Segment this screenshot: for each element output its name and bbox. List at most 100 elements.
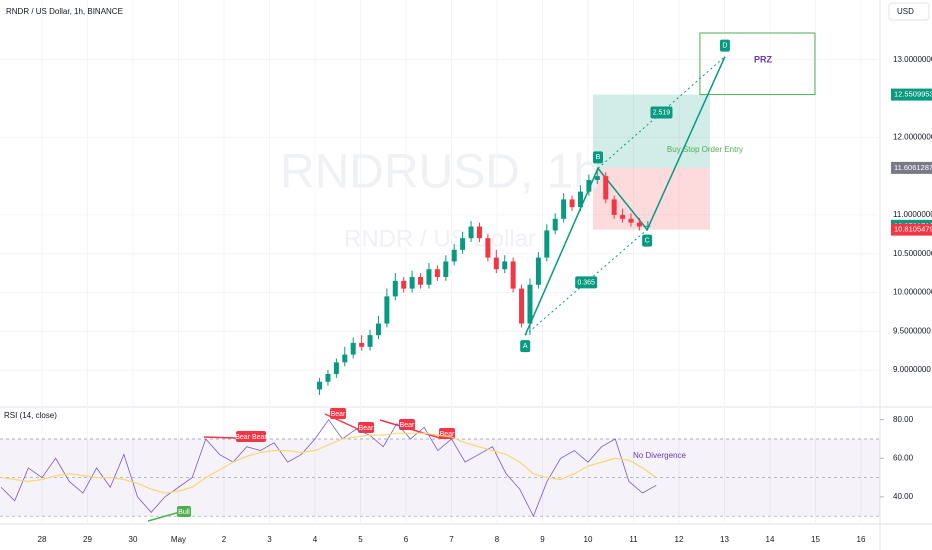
prz-zone [699,32,816,96]
x-tick-label: 8 [495,535,500,544]
candle-body [510,261,516,289]
y-tick-label: 9.0000000 [893,365,931,374]
prz-label: PRZ [754,54,773,64]
foreground-layer: PRZ Buy Stop Order Entry 2.519 0.365 A B C D 12.… [147,39,932,522]
ratio-line [597,56,726,169]
x-tick-label: 14 [766,535,775,544]
watermark: RNDRUSD, 1h [280,146,600,199]
x-tick-label: 10 [584,535,593,544]
y-tick-label: 10.5000000 [893,249,932,258]
x-tick-label: 6 [404,535,409,544]
signal-tag [358,422,374,433]
candle-body [519,288,525,324]
signal-label: Bull [178,509,190,516]
x-tick-label: 30 [129,535,138,544]
point-box [592,151,603,164]
candle-body [535,257,541,285]
candle-body [443,261,449,277]
x-tick-label: 9 [540,535,545,544]
candle-body [342,354,348,363]
signal-label: Bear [359,425,374,432]
candle-body [375,323,381,336]
x-tick-label: 2 [222,535,227,544]
candle-body [552,218,558,231]
signal-tag [177,506,191,517]
candle-body [460,238,466,250]
candle-body [620,214,626,219]
candle-body [476,226,482,239]
rsi-line [0,432,657,494]
chart-title: RNDR / US Dollar, 1h, BINANCE [6,7,123,16]
candle-body [594,176,600,180]
y-tick-label: 9.5000000 [893,326,931,335]
signal-label: Bear [440,431,455,438]
x-tick-label: 15 [811,535,820,544]
signal-tag [236,431,266,442]
price-label: 10.8105479 [894,225,932,234]
divergence-line [147,511,181,522]
y-tick-label: 10.0000000 [893,288,932,297]
ratio-box [650,106,673,119]
x-tick-label: 4 [313,535,318,544]
point-label: A [523,343,528,350]
candle-body [434,269,440,277]
y-tick-label: 12.0000000 [893,132,932,141]
signal-label: Bear Bear [235,434,267,441]
candle-body [544,230,550,258]
ratio-label: 2.519 [653,109,671,116]
price-label-box [891,161,932,174]
candle-body [485,238,491,258]
price-label: 11.6061287 [894,163,932,172]
point-box [520,340,531,353]
y-tick-label: 13.0000000 [893,55,932,64]
y-tick-label: 60.00 [893,453,914,462]
candle-body [350,342,356,355]
y-tick-label: 80.00 [893,415,914,424]
point-box [642,234,653,247]
candle-body [367,335,373,347]
signal-tag [330,408,346,419]
watermark-sub: RNDR / US Dollar [344,225,536,252]
ratio-box [575,276,598,289]
candle-body [611,199,617,215]
price-label: 12.5509953 [894,90,932,99]
x-tick-label: 12 [675,535,684,544]
x-tick-label: 16 [857,535,866,544]
candle-body [333,362,339,374]
x-tick-label: 28 [38,535,47,544]
entry-label: Buy Stop Order Entry [667,145,743,154]
signal-label: Bear [331,411,346,418]
signal-label: Bear [400,422,415,429]
price-label-box [891,88,932,101]
candle-body [561,199,567,219]
x-tick-label: 13 [720,535,729,544]
candle-body [569,199,575,208]
currency-box[interactable] [888,2,930,21]
candle-body [359,342,365,347]
currency: USD [897,7,914,16]
candle-body [392,280,398,297]
candle-body [384,296,390,324]
candle-body [468,226,474,239]
candle-body [628,218,634,223]
rsi-line [0,418,657,518]
candle-body [418,276,424,285]
candle-body [409,276,415,289]
candle-body [401,280,407,289]
y-tick-label: 11.0000000 [893,210,932,219]
candle-body [636,222,642,227]
price-label-box [891,223,932,236]
point-label: B [596,154,601,161]
candle-body [325,373,331,382]
point-label: C [645,237,650,244]
candle-body [317,381,323,390]
signal-tag [399,419,415,430]
background-layer [0,0,880,524]
pattern-line [524,56,726,336]
candle-body [451,249,457,262]
x-tick-label: May [171,535,186,544]
candle-body [577,191,583,208]
x-tick-label: 3 [267,535,272,544]
